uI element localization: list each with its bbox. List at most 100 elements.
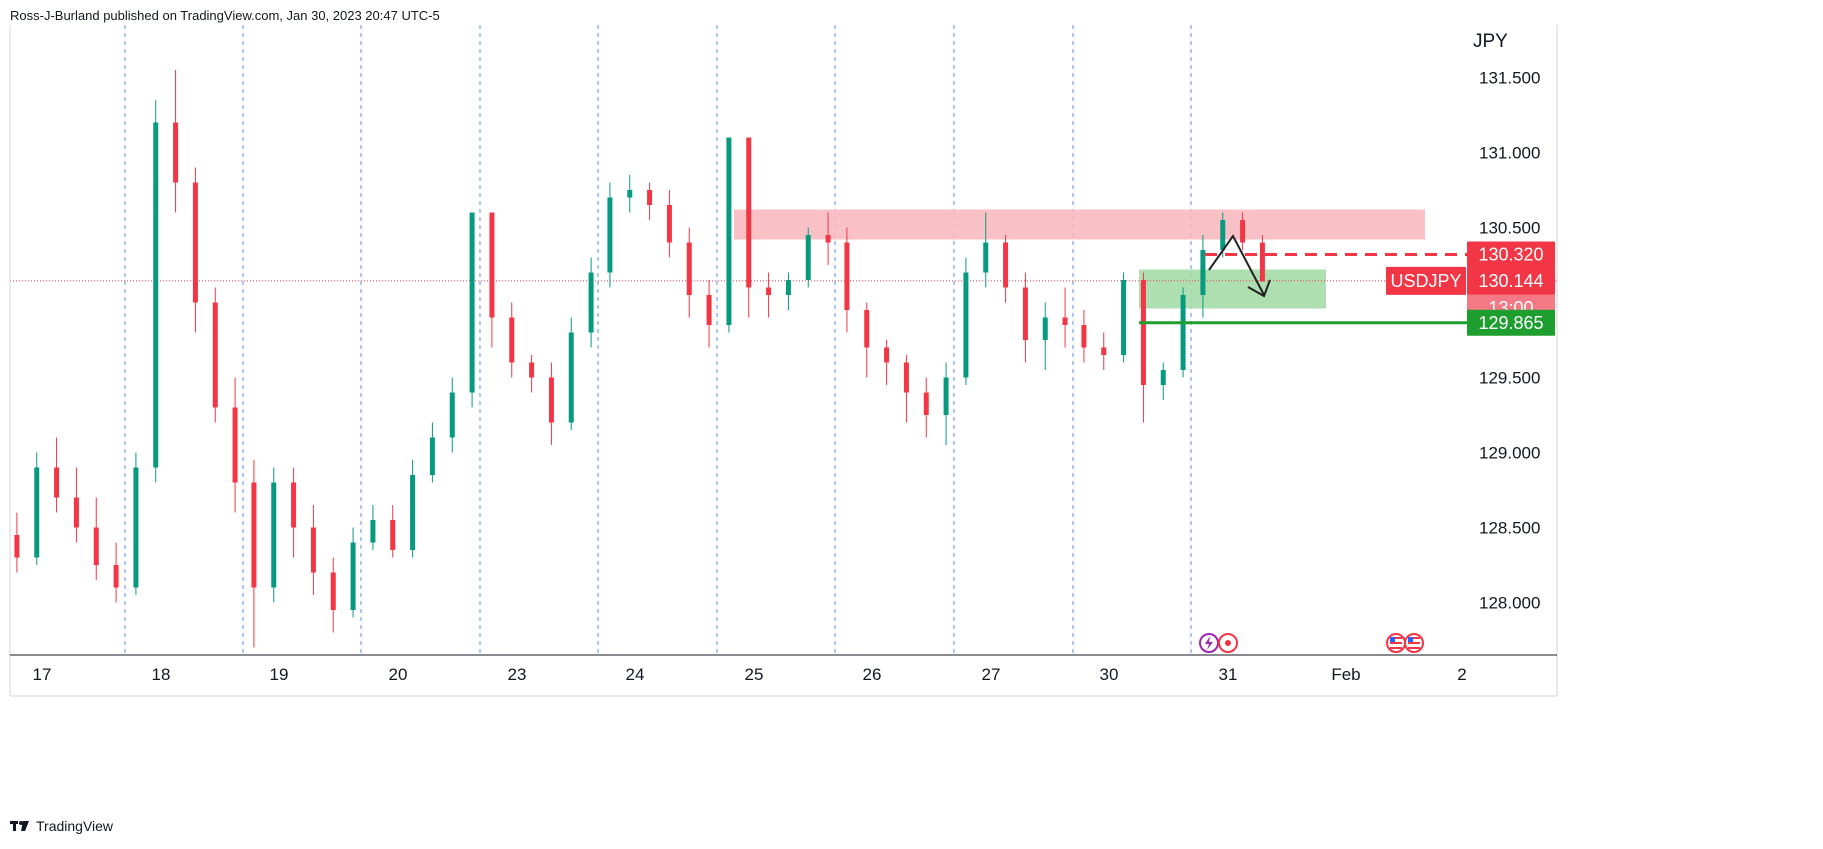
lightning-bolt-icon [1205, 636, 1213, 650]
candle-body[interactable] [410, 475, 416, 550]
support-price-label: 129.865 [1478, 313, 1543, 333]
candle-body[interactable] [1259, 242, 1265, 282]
x-tick-label: 30 [1100, 665, 1119, 684]
candle-body[interactable] [54, 467, 60, 498]
candle-body[interactable] [1101, 347, 1107, 356]
y-tick-label: 128.000 [1479, 594, 1540, 613]
candle-body[interactable] [1200, 250, 1206, 295]
candle-body[interactable] [943, 377, 949, 416]
candle-body[interactable] [390, 520, 396, 550]
candle-body[interactable] [34, 467, 40, 558]
resistance-zone [734, 209, 1425, 240]
tradingview-brand[interactable]: TradingView [10, 818, 113, 834]
candle-body[interactable] [1022, 287, 1028, 341]
candle-body[interactable] [350, 542, 356, 611]
candle-body[interactable] [310, 527, 316, 573]
candle-body[interactable] [864, 310, 870, 348]
candle-body[interactable] [1220, 220, 1226, 250]
candle-body[interactable] [529, 362, 535, 378]
candle-body[interactable] [726, 137, 732, 326]
x-tick-label: 18 [152, 665, 171, 684]
candle-body[interactable] [746, 137, 752, 288]
candle-body[interactable] [232, 407, 238, 483]
candle-body[interactable] [825, 235, 831, 243]
x-tick-label: 19 [270, 665, 289, 684]
candle-body[interactable] [1180, 295, 1186, 370]
candle-body[interactable] [963, 272, 969, 378]
x-tick-label: 27 [982, 665, 1001, 684]
candle-body[interactable] [903, 362, 909, 393]
x-tick-label: 17 [33, 665, 52, 684]
candle-body[interactable] [706, 295, 712, 325]
candle-body[interactable] [489, 212, 495, 318]
x-tick-label: 31 [1219, 665, 1238, 684]
candle-body[interactable] [173, 122, 179, 183]
tradingview-logo-icon [10, 821, 29, 831]
candle-body[interactable] [983, 242, 989, 273]
candle-body[interactable] [548, 377, 554, 423]
y-tick-label: 129.000 [1479, 444, 1540, 463]
symbol-label-bg [1386, 266, 1466, 295]
dot-icon [1225, 640, 1231, 646]
x-tick-label: 25 [745, 665, 764, 684]
candle-body[interactable] [666, 205, 672, 243]
candle-body[interactable] [1160, 370, 1166, 385]
candle-body[interactable] [588, 272, 594, 333]
candle-body[interactable] [627, 190, 633, 198]
flag-stripe-icon [1390, 642, 1402, 644]
candle-body[interactable] [686, 242, 692, 296]
candle-body[interactable] [1121, 280, 1127, 355]
candle-body[interactable] [1140, 280, 1146, 385]
candle-body[interactable] [291, 482, 297, 528]
candle-body[interactable] [113, 565, 119, 588]
candle-body[interactable] [785, 280, 791, 295]
flag-stripe-icon [1408, 642, 1420, 644]
projection-arrow[interactable] [1208, 234, 1265, 296]
tradingview-brand-label: TradingView [36, 818, 114, 834]
currency-label: JPY [1473, 31, 1508, 52]
flag-stripe-icon [1408, 647, 1420, 649]
candle-body[interactable] [1240, 220, 1246, 243]
x-tick-label: Feb [1331, 665, 1360, 684]
publisher-caption: Ross-J-Burland published on TradingView.… [10, 8, 440, 23]
current-price-label-bg [1467, 266, 1555, 295]
candle-body[interactable] [1003, 242, 1009, 288]
x-tick-label: 20 [389, 665, 408, 684]
x-tick-label: 23 [508, 665, 527, 684]
candle-body[interactable] [766, 287, 772, 296]
candle-body[interactable] [133, 467, 139, 588]
y-tick-label: 131.500 [1479, 69, 1540, 88]
candle-body[interactable] [1081, 325, 1087, 348]
candle-body[interactable] [14, 535, 20, 558]
flag-canton-icon [1390, 637, 1395, 642]
candle-body[interactable] [271, 482, 277, 588]
candle-body[interactable] [449, 392, 455, 438]
candle-body[interactable] [73, 497, 79, 528]
candle-body[interactable] [212, 302, 218, 408]
candle-body[interactable] [429, 437, 435, 476]
y-tick-label: 130.500 [1479, 219, 1540, 238]
candle-body[interactable] [568, 332, 574, 423]
candle-body[interactable] [509, 317, 515, 363]
candle-body[interactable] [884, 347, 890, 363]
candle-body[interactable] [805, 235, 811, 280]
candle-body[interactable] [647, 190, 653, 205]
y-tick-label: 128.500 [1479, 519, 1540, 538]
x-tick-label: 24 [626, 665, 645, 684]
candle-body[interactable] [153, 122, 159, 468]
candle-body[interactable] [844, 242, 850, 311]
candle-body[interactable] [607, 197, 613, 273]
candle-body[interactable] [93, 527, 99, 566]
candle-body[interactable] [192, 182, 198, 303]
arrow-head-icon [1247, 279, 1271, 298]
candle-body[interactable] [923, 392, 929, 416]
x-tick-label: 26 [863, 665, 882, 684]
candle-body[interactable] [469, 212, 475, 393]
candle-body[interactable] [370, 520, 376, 543]
candle-body[interactable] [1062, 317, 1068, 326]
candle-body[interactable] [330, 572, 336, 611]
candle-body[interactable] [1042, 317, 1048, 341]
flag-stripe-icon [1408, 637, 1420, 639]
candle-body[interactable] [251, 482, 257, 588]
